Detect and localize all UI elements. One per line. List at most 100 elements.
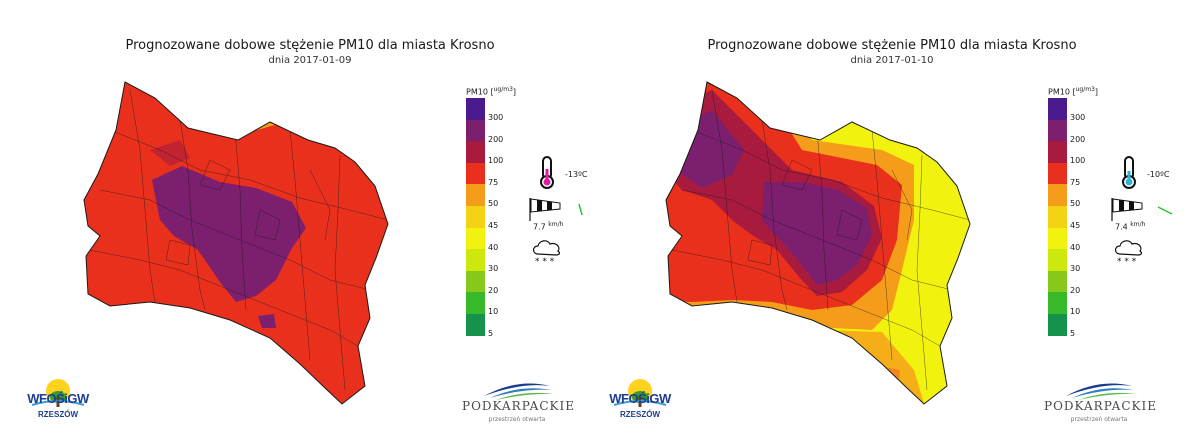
- legend-item: 20: [466, 270, 526, 295]
- legend-label: 50: [1070, 199, 1081, 209]
- thermometer-icon: [540, 156, 554, 189]
- legend-swatch: [1048, 292, 1067, 314]
- legend-item: 300: [466, 98, 526, 122]
- temperature-value: -10ºC: [1147, 170, 1170, 179]
- legend-item: 200: [1048, 119, 1108, 144]
- legend-item: 200: [466, 119, 526, 144]
- forecast-panel-left: Prognozowane dobowe stężenie PM10 dla mi…: [27, 38, 588, 432]
- podkarpackie-logo: PODKARPACKIE przestrzeń otwarta: [462, 372, 575, 432]
- legend-swatch: [466, 205, 485, 228]
- legend-label: 20: [1070, 285, 1081, 295]
- concentration-zone-200: [152, 166, 306, 302]
- podkarpackie-logo-text: PODKARPACKIE: [1044, 399, 1157, 413]
- temperature-value: -13ºC: [565, 170, 588, 179]
- snow-cloud-icon: * * *: [1114, 240, 1143, 266]
- legend-item: 10: [466, 292, 526, 316]
- legend-swatch: [1048, 205, 1067, 228]
- legend-swatch: [1048, 227, 1067, 250]
- snow-cloud-icon: * * *: [532, 240, 561, 266]
- legend-item: 20: [1048, 270, 1108, 295]
- legend-item: 40: [466, 227, 526, 252]
- legend-label: 200: [488, 134, 504, 144]
- legend-swatch: [466, 119, 485, 142]
- legend-label: 45: [488, 220, 499, 230]
- pm10-map: [83, 81, 389, 405]
- podkarpackie-logo: PODKARPACKIE przestrzeń otwarta: [1044, 372, 1157, 432]
- legend-item: 40: [1048, 227, 1108, 252]
- legend-label: 5: [488, 328, 494, 338]
- legend-item: 5: [466, 313, 526, 338]
- legend-label: 40: [488, 242, 499, 252]
- legend-swatch: [466, 313, 485, 336]
- legend-label: 300: [1070, 113, 1086, 122]
- wfos-logo-text: WFOŚiGW: [27, 391, 89, 406]
- svg-text:* * *: * * *: [535, 257, 555, 266]
- legend-item: 45: [466, 205, 526, 230]
- legend-label: 30: [488, 264, 499, 274]
- forecast-panel-right: Prognozowane dobowe stężenie PM10 dla mi…: [582, 0, 1182, 446]
- legend-swatch: [466, 184, 485, 206]
- wind-arrow-icon: [1157, 206, 1173, 215]
- concentration-zone-200: [170, 174, 200, 202]
- concentration-legend: 300 200 100 75 50 45 40 30 20 10 5: [466, 98, 526, 338]
- map-title: Prognozowane dobowe stężenie PM10 dla mi…: [125, 38, 495, 53]
- legend-swatch: [466, 227, 485, 250]
- legend-item: 50: [1048, 184, 1108, 209]
- legend-swatch: [466, 249, 485, 271]
- legend-item: 75: [1048, 162, 1108, 187]
- legend-item: 5: [1048, 313, 1108, 338]
- city-border: [665, 81, 971, 405]
- legend-item: 100: [466, 141, 526, 166]
- legend-swatch: [1048, 270, 1067, 293]
- legend-swatch: [1048, 119, 1067, 142]
- podkarpackie-tagline: przestrzeń otwarta: [1070, 416, 1128, 423]
- legend-label: 100: [488, 156, 504, 166]
- legend-label: 200: [1070, 134, 1086, 144]
- legend-label: 40: [1070, 242, 1081, 252]
- legend-label: 5: [1070, 328, 1076, 338]
- podkarpackie-tagline: przestrzeń otwarta: [488, 416, 546, 423]
- legend-item: 300: [1048, 98, 1108, 122]
- map-date: dnia 2017-01-09: [268, 55, 352, 66]
- wind-arrow-icon: [578, 203, 583, 216]
- concentration-zone-75: [844, 348, 868, 370]
- legend-swatch: [1048, 98, 1067, 120]
- legend-label: 75: [488, 177, 499, 187]
- district-boundaries: [89, 89, 388, 391]
- legend-label: 30: [1070, 264, 1081, 274]
- legend-swatch: [1048, 184, 1067, 206]
- wfosigw-logo: WFOŚiGW RZESZÓW: [600, 375, 680, 425]
- legend-item: 75: [466, 162, 526, 187]
- legend-swatch: [1048, 162, 1067, 185]
- concentration-legend: 300 200 100 75 50 45 40 30 20 10 5: [1048, 98, 1108, 338]
- district-boundaries: [671, 89, 970, 391]
- legend-item: 45: [1048, 205, 1108, 230]
- legend-swatch: [466, 270, 485, 293]
- legend-label: 75: [1070, 177, 1081, 187]
- wind-speed: 7.7 km/h: [533, 221, 564, 232]
- legend-item: 10: [1048, 292, 1108, 317]
- legend-item: 30: [1048, 249, 1108, 274]
- podkarpackie-logo-text: PODKARPACKIE: [462, 399, 575, 413]
- legend-label: 100: [1070, 156, 1086, 166]
- legend-item: 30: [466, 249, 526, 274]
- map-title: Prognozowane dobowe stężenie PM10 dla mi…: [707, 38, 1077, 53]
- legend-item: 100: [1048, 141, 1108, 166]
- wfos-logo-subtext: RZESZÓW: [620, 410, 660, 419]
- legend-item: 50: [466, 184, 526, 209]
- legend-title: PM10 [ug/m3]: [466, 86, 517, 97]
- windsock-icon: [529, 198, 561, 221]
- legend-swatch: [466, 292, 485, 314]
- legend-label: 50: [488, 199, 499, 209]
- map-date: dnia 2017-01-10: [850, 55, 934, 66]
- legend-label: 20: [488, 285, 499, 295]
- wfos-logo-text: WFOŚiGW: [609, 391, 671, 406]
- city-border: [83, 81, 389, 405]
- concentration-zone-200: [762, 182, 872, 285]
- legend-label: 10: [1070, 307, 1081, 317]
- legend-title: PM10 [ug/m3]: [1048, 86, 1099, 97]
- legend-swatch: [1048, 313, 1067, 336]
- legend-label: 300: [488, 113, 504, 122]
- pm10-map: [665, 81, 971, 405]
- legend-swatch: [466, 141, 485, 163]
